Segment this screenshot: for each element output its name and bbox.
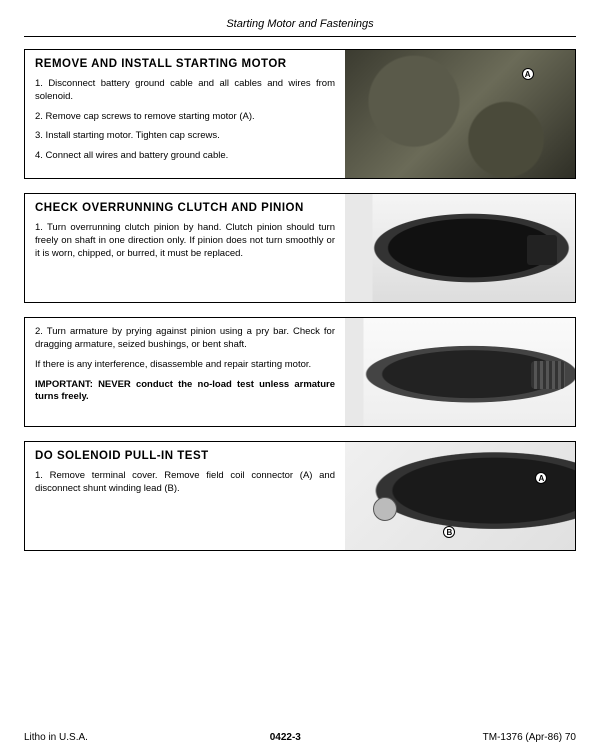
footer-center: 0422-3 <box>270 732 301 743</box>
figure-armature-pry: T82257L 0422 5B 220788 <box>345 318 575 426</box>
section-text: REMOVE AND INSTALL STARTING MOTOR 1. Dis… <box>25 50 345 178</box>
step: 1. Disconnect battery ground cable and a… <box>35 78 335 104</box>
section-check-clutch: CHECK OVERRUNNING CLUTCH AND PINION 1. T… <box>24 193 576 303</box>
figure-starting-motor-install: A T82674GL 0422 5A 220788 <box>345 50 575 178</box>
step: 2. Turn armature by prying against pinio… <box>35 326 335 352</box>
section-armature-check: 2. Turn armature by prying against pinio… <box>24 317 576 427</box>
step: If there is any interference, disassembl… <box>35 359 335 372</box>
section-heading: REMOVE AND INSTALL STARTING MOTOR <box>35 58 335 70</box>
section-text: CHECK OVERRUNNING CLUTCH AND PINION 1. T… <box>25 194 345 302</box>
section-heading: DO SOLENOID PULL-IN TEST <box>35 450 335 462</box>
section-remove-install: REMOVE AND INSTALL STARTING MOTOR 1. Dis… <box>24 49 576 179</box>
important-label: IMPORTANT: <box>35 379 93 390</box>
page-footer: Litho in U.S.A. 0422-3 TM-1376 (Apr-86) … <box>24 732 576 743</box>
step: 3. Install starting motor. Tighten cap s… <box>35 130 335 143</box>
section-text: DO SOLENOID PULL-IN TEST 1. Remove termi… <box>25 442 345 550</box>
figure-overrunning-clutch: T82256L 0422 5B 220788 <box>345 194 575 302</box>
page-title: Starting Motor and Fastenings <box>24 18 576 30</box>
callout-a: A <box>535 472 547 484</box>
callout-a: A <box>522 68 534 80</box>
footer-right: TM-1376 (Apr-86) 70 <box>483 732 576 743</box>
section-heading: CHECK OVERRUNNING CLUTCH AND PINION <box>35 202 335 214</box>
figure-solenoid-pullin: A B T82258L 0422 5C 220788 <box>345 442 575 550</box>
callout-b: B <box>443 526 455 538</box>
step: 4. Connect all wires and battery ground … <box>35 150 335 163</box>
section-solenoid-test: DO SOLENOID PULL-IN TEST 1. Remove termi… <box>24 441 576 551</box>
step: 1. Turn overrunning clutch pinion by han… <box>35 222 335 260</box>
important-note: IMPORTANT: NEVER conduct the no-load tes… <box>35 379 335 405</box>
header-rule <box>24 36 576 37</box>
step: 2. Remove cap screws to remove starting … <box>35 111 335 124</box>
section-text: 2. Turn armature by prying against pinio… <box>25 318 345 426</box>
footer-left: Litho in U.S.A. <box>24 732 88 743</box>
step: 1. Remove terminal cover. Remove field c… <box>35 470 335 496</box>
